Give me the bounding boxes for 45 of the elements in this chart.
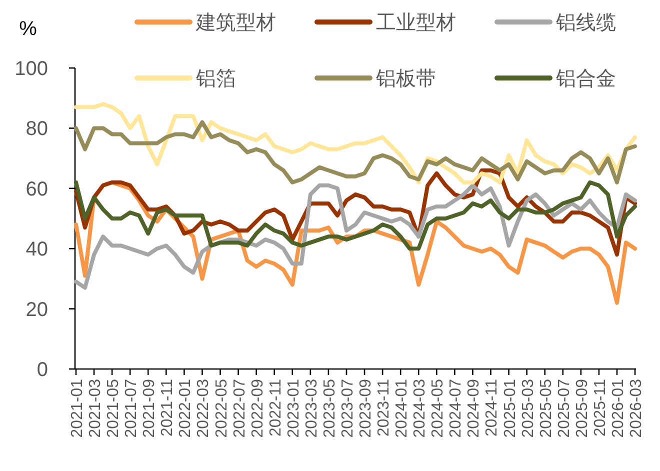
- x-tick-label: 2025-07: [556, 378, 573, 438]
- x-tick-label: 2021-11: [159, 378, 176, 437]
- y-tick-label: 40: [26, 238, 48, 261]
- x-tick-label: 2022-11: [267, 378, 284, 437]
- y-tick-label: 60: [26, 178, 48, 200]
- x-tick-label: 2022-01: [177, 378, 194, 438]
- y-tick-label: 100: [14, 58, 48, 80]
- x-tick-label: 2024-11: [484, 378, 501, 437]
- legend-label: 铝合金: [555, 68, 616, 90]
- y-tick-label: 0: [36, 359, 48, 381]
- x-tick-label: 2023-11: [376, 378, 393, 437]
- x-tick-label: 2021-05: [105, 378, 122, 438]
- x-tick-label: 2023-07: [339, 378, 356, 438]
- x-tick-label: 2026-03: [628, 378, 645, 438]
- x-tick-label: 2023-09: [358, 378, 375, 438]
- legend-label: 工业型材: [376, 12, 456, 34]
- y-axis-title: %: [19, 18, 38, 40]
- x-tick-label: 2021-07: [123, 378, 140, 438]
- x-tick-label: 2021-09: [141, 378, 158, 438]
- legend-label: 铝箔: [195, 68, 236, 90]
- x-tick-label: 2024-03: [412, 378, 429, 438]
- x-tick-label: 2025-09: [574, 378, 591, 438]
- x-tick-label: 2023-01: [285, 378, 302, 438]
- x-tick-label: 2023-03: [303, 378, 320, 438]
- x-tick-label: 2024-01: [394, 378, 411, 438]
- x-tick-label: 2025-11: [592, 378, 609, 437]
- x-tick-label: 2024-07: [448, 378, 465, 438]
- y-tick-label: 80: [26, 118, 48, 140]
- x-tick-label: 2024-09: [466, 378, 483, 438]
- x-tick-label: 2022-03: [195, 378, 212, 438]
- x-tick-label: 2022-09: [249, 378, 266, 438]
- x-tick-label: 2025-03: [520, 378, 537, 438]
- legend-label: 铝线缆: [555, 12, 616, 34]
- x-tick-label: 2021-01: [69, 378, 86, 438]
- x-tick-label: 2022-05: [213, 378, 230, 438]
- x-tick-label: 2023-05: [321, 378, 338, 438]
- x-tick-label: 2026-01: [610, 378, 627, 438]
- x-tick-label: 2025-01: [502, 378, 519, 438]
- legend-label: 建筑型材: [195, 12, 276, 34]
- x-tick-label: 2022-07: [231, 378, 248, 438]
- y-tick-label: 20: [26, 298, 48, 321]
- x-tick-label: 2025-05: [538, 378, 555, 438]
- x-tick-label: 2021-03: [87, 378, 104, 438]
- x-tick-label: 2024-05: [430, 378, 447, 438]
- legend-label: 铝板带: [375, 68, 436, 90]
